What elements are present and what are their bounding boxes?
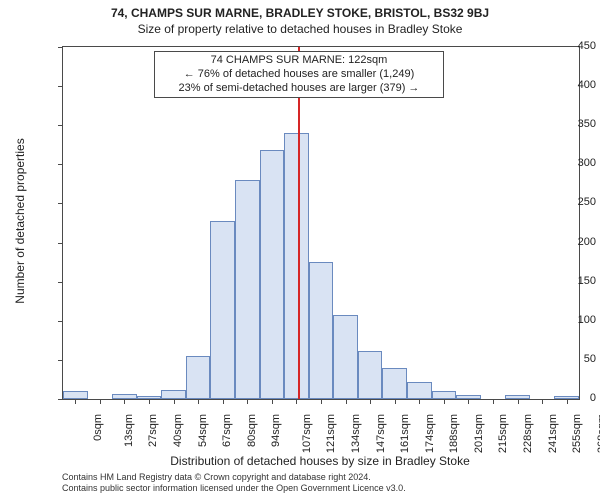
xtick-mark [419, 399, 420, 404]
xtick-mark [444, 399, 445, 404]
xtick-mark [100, 399, 101, 404]
annotation-line: 23% of semi-detached houses are larger (… [161, 82, 437, 96]
ytick-mark [58, 164, 63, 165]
annotation-box: 74 CHAMPS SUR MARNE: 122sqm← 76% of deta… [154, 51, 444, 98]
copyright-line1: Contains HM Land Registry data © Crown c… [62, 472, 406, 483]
xtick-label: 107sqm [301, 414, 313, 453]
annotation-line: ← 76% of detached houses are smaller (1,… [161, 68, 437, 82]
xtick-mark [321, 399, 322, 404]
histogram-bar [505, 395, 530, 399]
histogram-bar [309, 262, 334, 399]
xtick-label: 54sqm [197, 414, 209, 447]
ytick-label: 200 [542, 236, 596, 248]
xtick-mark [346, 399, 347, 404]
xtick-label: 215sqm [498, 414, 510, 453]
copyright-notice: Contains HM Land Registry data © Crown c… [62, 472, 406, 495]
xtick-mark [272, 399, 273, 404]
histogram-bar [358, 351, 383, 399]
xtick-label: 255sqm [571, 414, 583, 453]
xtick-label: 121sqm [326, 414, 338, 453]
y-axis-label: Number of detached properties [13, 131, 27, 311]
histogram-bar [432, 391, 457, 399]
histogram-bar [382, 368, 407, 399]
xtick-mark [468, 399, 469, 404]
xtick-mark [174, 399, 175, 404]
ytick-label: 300 [542, 157, 596, 169]
copyright-line2: Contains public sector information licen… [62, 483, 406, 494]
ytick-mark [58, 243, 63, 244]
ytick-mark [58, 282, 63, 283]
ytick-mark [58, 321, 63, 322]
xtick-mark [75, 399, 76, 404]
xtick-label: 188sqm [448, 414, 460, 453]
ytick-label: 250 [542, 196, 596, 208]
histogram-bar [137, 396, 162, 399]
ytick-label: 400 [542, 79, 596, 91]
ytick-label: 100 [542, 314, 596, 326]
xtick-label: 174sqm [424, 414, 436, 453]
histogram-bar [210, 221, 235, 399]
ytick-mark [58, 399, 63, 400]
histogram-bar [284, 133, 309, 399]
xtick-mark [223, 399, 224, 404]
histogram-bar [63, 391, 88, 399]
ytick-mark [58, 86, 63, 87]
annotation-line: 74 CHAMPS SUR MARNE: 122sqm [161, 54, 437, 68]
histogram-bar [260, 150, 285, 399]
xtick-label: 147sqm [375, 414, 387, 453]
xtick-label: 228sqm [522, 414, 534, 453]
ytick-label: 350 [542, 118, 596, 130]
xtick-label: 13sqm [123, 414, 135, 447]
marker-line [298, 47, 300, 399]
xtick-label: 161sqm [399, 414, 411, 453]
histogram-bar [333, 315, 358, 399]
xtick-mark [518, 399, 519, 404]
xtick-label: 0sqm [92, 414, 104, 441]
ytick-label: 0 [542, 392, 596, 404]
xtick-label: 268sqm [596, 414, 600, 453]
plot-area: 74 CHAMPS SUR MARNE: 122sqm← 76% of deta… [62, 46, 580, 400]
xtick-label: 201sqm [473, 414, 485, 453]
histogram-bar [112, 394, 137, 399]
xtick-mark [124, 399, 125, 404]
histogram-bar [407, 382, 432, 399]
xtick-mark [370, 399, 371, 404]
xtick-mark [296, 399, 297, 404]
histogram-bar [456, 395, 481, 399]
ytick-mark [58, 203, 63, 204]
xtick-label: 80sqm [246, 414, 258, 447]
xtick-label: 27sqm [147, 414, 159, 447]
ytick-label: 150 [542, 275, 596, 287]
ytick-mark [58, 360, 63, 361]
ytick-mark [58, 47, 63, 48]
chart-title-subtitle: Size of property relative to detached ho… [0, 20, 600, 36]
xtick-mark [198, 399, 199, 404]
xtick-label: 67sqm [221, 414, 233, 447]
ytick-label: 450 [542, 40, 596, 52]
xtick-mark [395, 399, 396, 404]
xtick-mark [247, 399, 248, 404]
x-axis-label: Distribution of detached houses by size … [62, 454, 578, 468]
xtick-mark [149, 399, 150, 404]
ytick-label: 50 [542, 353, 596, 365]
chart-title-address: 74, CHAMPS SUR MARNE, BRADLEY STOKE, BRI… [0, 0, 600, 20]
xtick-label: 94sqm [270, 414, 282, 447]
xtick-mark [493, 399, 494, 404]
xtick-label: 241sqm [547, 414, 559, 453]
xtick-label: 134sqm [350, 414, 362, 453]
histogram-bar [235, 180, 260, 399]
histogram-bar [186, 356, 211, 399]
ytick-mark [58, 125, 63, 126]
histogram-bar [161, 390, 186, 399]
xtick-label: 40sqm [172, 414, 184, 447]
